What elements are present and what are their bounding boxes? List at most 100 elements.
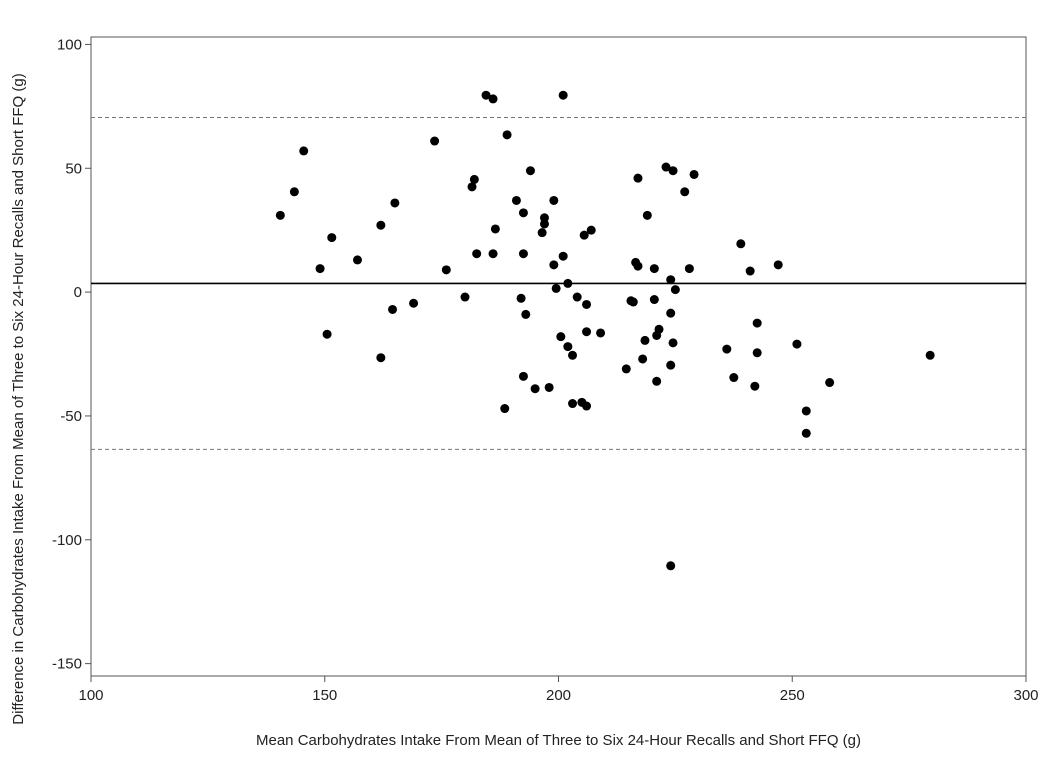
data-point [582, 401, 592, 411]
data-points [275, 90, 935, 571]
data-point [668, 338, 678, 348]
data-point [925, 350, 935, 360]
data-point [481, 90, 491, 100]
y-tick-label: -150 [52, 656, 82, 673]
data-point [596, 328, 606, 338]
data-point [537, 228, 547, 238]
data-point [666, 360, 676, 370]
data-point [801, 406, 811, 416]
y-axis: 100 50 0 -50 -100 -150 [52, 36, 91, 673]
data-point [628, 297, 638, 307]
data-point [441, 265, 451, 275]
data-point [472, 249, 482, 259]
data-point [568, 350, 578, 360]
data-point [745, 266, 755, 276]
data-point [388, 304, 398, 314]
data-point [670, 285, 680, 295]
data-point [289, 187, 299, 197]
data-point [736, 239, 746, 249]
data-point [572, 292, 582, 302]
data-point [518, 249, 528, 259]
data-point [633, 261, 643, 271]
data-point [460, 292, 470, 302]
data-point [549, 260, 559, 270]
data-point [516, 293, 526, 303]
y-tick-label: -100 [52, 532, 82, 549]
data-point [649, 264, 659, 274]
data-point [661, 162, 671, 172]
data-point [376, 353, 386, 363]
data-point [649, 295, 659, 305]
x-axis: 100 150 200 250 300 [78, 676, 1039, 704]
data-point [825, 378, 835, 388]
data-point [722, 344, 732, 354]
data-point [469, 174, 479, 184]
data-point [638, 354, 648, 364]
data-point [518, 371, 528, 381]
data-point [558, 90, 568, 100]
x-tick-label: 300 [1013, 687, 1038, 704]
data-point [586, 225, 596, 235]
data-point [801, 428, 811, 438]
data-point [640, 335, 650, 345]
data-point [556, 332, 566, 342]
data-point [582, 299, 592, 309]
data-point [563, 278, 573, 288]
data-point [518, 208, 528, 218]
x-axis-label: Mean Carbohydrates Intake From Mean of T… [256, 732, 861, 749]
data-point [530, 384, 540, 394]
data-point [322, 329, 332, 339]
x-tick-label: 100 [78, 687, 103, 704]
data-point [275, 210, 285, 220]
data-point [666, 308, 676, 318]
data-point [666, 275, 676, 285]
data-point [579, 230, 589, 240]
reference-lines [91, 116, 1026, 450]
data-point [352, 255, 362, 265]
data-point [490, 224, 500, 234]
data-point [315, 264, 325, 274]
data-point [684, 264, 694, 274]
data-point [563, 342, 573, 352]
y-tick-label: 50 [65, 160, 82, 177]
data-point [689, 169, 699, 179]
data-point [551, 283, 561, 293]
data-point [525, 166, 535, 176]
data-point [792, 339, 802, 349]
data-point [511, 195, 521, 205]
data-point [752, 348, 762, 358]
data-point [680, 187, 690, 197]
data-point [633, 173, 643, 183]
data-point [544, 382, 554, 392]
data-point [376, 220, 386, 230]
data-point [652, 376, 662, 386]
data-point [488, 94, 498, 104]
data-point [666, 561, 676, 571]
data-point [668, 166, 678, 176]
data-point [750, 381, 760, 391]
y-tick-label: 0 [74, 284, 82, 301]
data-point [299, 146, 309, 156]
data-point [467, 182, 477, 192]
data-point [621, 364, 631, 374]
data-point [582, 327, 592, 337]
x-tick-label: 150 [312, 687, 337, 704]
data-point [327, 233, 337, 243]
data-point [521, 309, 531, 319]
data-point [409, 298, 419, 308]
data-point [539, 213, 549, 223]
data-point [390, 198, 400, 208]
data-point [729, 373, 739, 383]
plot-frame [90, 36, 1027, 677]
data-point [568, 399, 578, 409]
x-tick-label: 200 [546, 687, 571, 704]
data-point [488, 249, 498, 259]
x-tick-label: 250 [780, 687, 805, 704]
data-point [500, 404, 510, 414]
data-point [642, 210, 652, 220]
y-tick-label: -50 [60, 408, 82, 425]
data-point [502, 130, 512, 140]
y-axis-label: Difference in Carbohydrates Intake From … [10, 73, 27, 724]
data-point [539, 219, 549, 229]
